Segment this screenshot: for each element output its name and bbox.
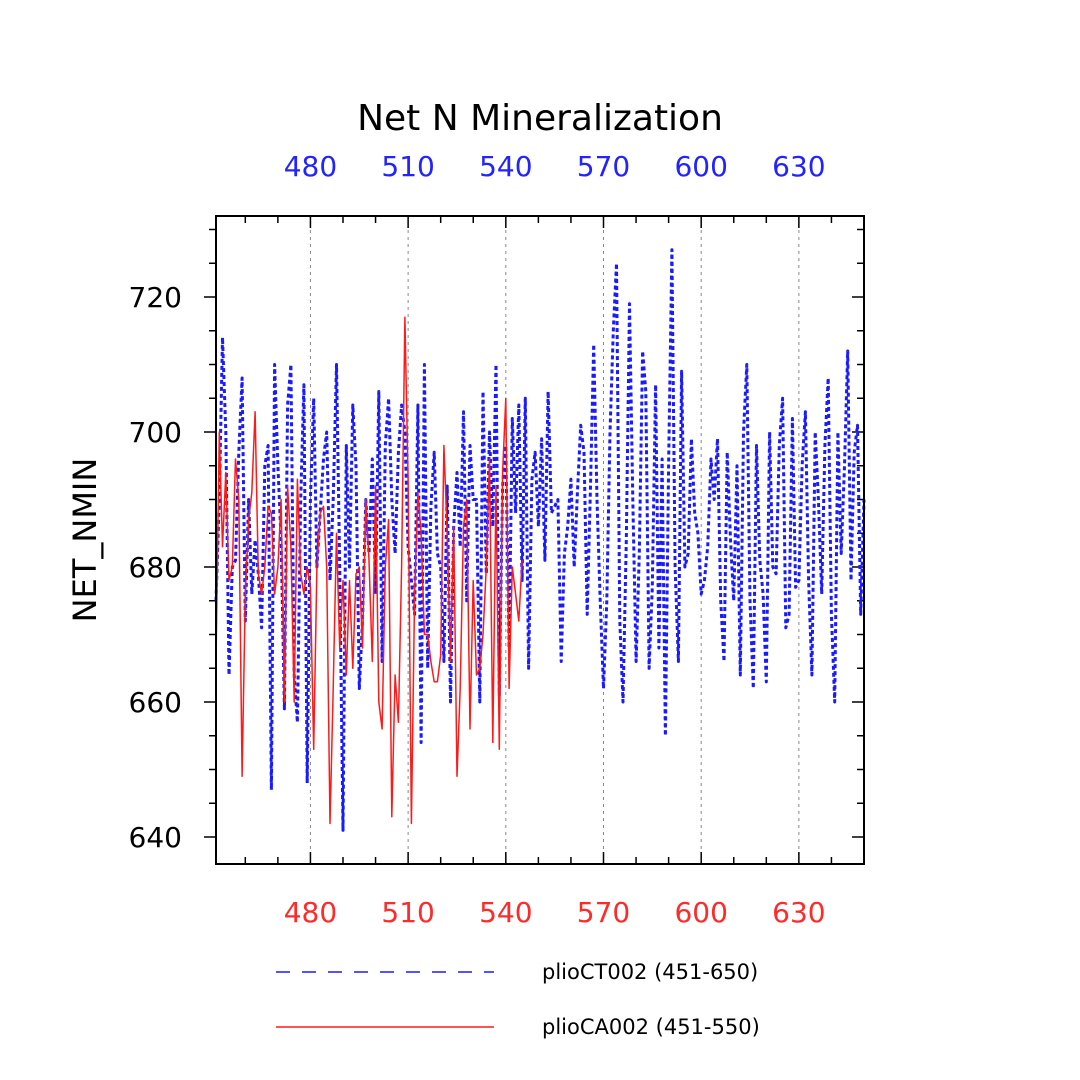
y-tick-label-660: 660 [129, 686, 182, 719]
x-tick-label-top-510: 510 [381, 150, 434, 183]
y-tick-label-680: 680 [129, 551, 182, 584]
x-tick-label-top-630: 630 [772, 150, 825, 183]
x-tick-label-bottom-540: 540 [479, 896, 532, 929]
legend: plioCT002 (451-650) plioCA002 (451-550) [276, 960, 760, 1039]
x-tick-label-top-570: 570 [577, 150, 630, 183]
x-tick-label-bottom-570: 570 [577, 896, 630, 929]
legend-label-2: plioCA002 (451-550) [542, 1015, 760, 1039]
x-tick-label-bottom-510: 510 [381, 896, 434, 929]
y-axis-label: NET_NMIN [66, 458, 104, 623]
x-tick-label-top-540: 540 [479, 150, 532, 183]
plot-frame [215, 215, 865, 865]
x-tick-label-bottom-600: 600 [674, 896, 727, 929]
axis-ticks [204, 216, 864, 864]
x-tick-label-bottom-630: 630 [772, 896, 825, 929]
x-tick-label-bottom-480: 480 [284, 896, 337, 929]
y-tick-label-640: 640 [129, 821, 182, 854]
x-tick-label-top-480: 480 [284, 150, 337, 183]
series-group [214, 248, 866, 832]
y-tick-label-720: 720 [129, 281, 182, 314]
y-tick-label-700: 700 [129, 416, 182, 449]
legend-label-1: plioCT002 (451-650) [542, 960, 758, 984]
series-line-2 [215, 316, 523, 825]
series-line-1 [214, 248, 866, 832]
chart-title: Net N Mineralization [357, 98, 723, 139]
tick-labels: 640 660 680 700 720 480 480 510 510 540 540 570 570 6… [129, 150, 826, 929]
x-tick-label-top-600: 600 [674, 150, 727, 183]
